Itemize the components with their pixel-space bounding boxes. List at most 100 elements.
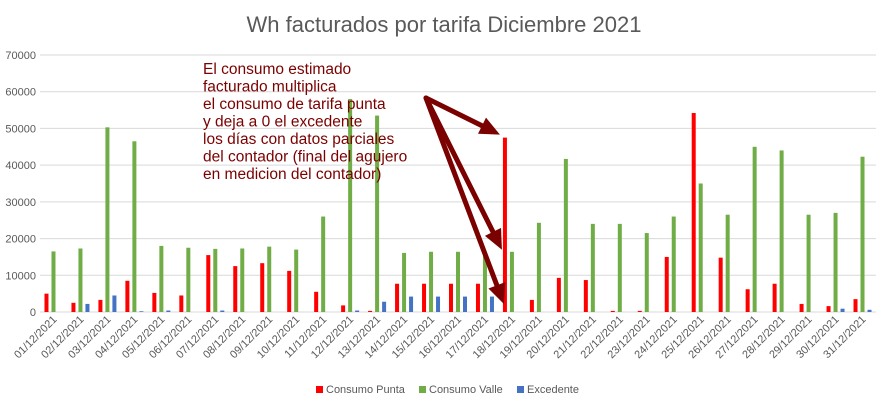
bar-consumo-valle — [590, 223, 595, 312]
bar-consumo-punta — [233, 266, 238, 312]
bar-consumo-punta — [583, 280, 588, 312]
arrow-shaft — [423, 95, 485, 129]
annotation-line: los días con datos parciales — [203, 131, 395, 148]
bar-consumo-valle — [806, 214, 811, 312]
bar-consumo-punta — [260, 263, 265, 312]
bar-consumo-punta — [44, 293, 49, 312]
y-axis-ticks: 0 10000 20000 30000 40000 50000 60000 70000 — [5, 50, 36, 319]
bar-consumo-punta — [529, 299, 534, 312]
legend-swatch — [316, 386, 323, 393]
bar-consumo-punta — [395, 283, 400, 312]
arrow-head — [478, 117, 500, 135]
bar-consumo-valle — [132, 141, 137, 312]
bar-consumo-punta — [610, 310, 615, 312]
bar-consumo-valle — [644, 233, 649, 312]
x-axis-ticks: 01/12/202102/12/202103/12/202104/12/2021… — [12, 314, 868, 361]
bar-excedente — [355, 310, 360, 312]
bar-consumo-punta — [475, 283, 480, 312]
bar-consumo-punta — [772, 283, 777, 312]
arrow-shaft — [423, 95, 496, 235]
y-tick-label: 60000 — [5, 87, 36, 99]
bar-consumo-valle — [617, 223, 622, 312]
legend: Consumo Punta Consumo Valle Excedente — [316, 384, 579, 396]
arrow-head — [488, 282, 506, 304]
bar-consumo-punta — [664, 256, 669, 312]
bar-consumo-valle — [860, 156, 865, 312]
bar-consumo-valle — [456, 251, 460, 312]
bar-consumo-punta — [502, 137, 507, 312]
legend-swatch — [517, 386, 524, 393]
bar-consumo-valle — [779, 150, 784, 312]
legend-label: Consumo Valle — [429, 384, 503, 396]
bar-consumo-valle — [698, 183, 703, 312]
bar-consumo-punta — [125, 280, 130, 312]
bar-consumo-punta — [314, 291, 319, 312]
annotation-line: el consumo de tarifa punta — [203, 96, 386, 113]
bar-excedente — [436, 296, 441, 312]
bar-consumo-valle — [402, 252, 407, 312]
bar-consumo-punta — [799, 303, 804, 312]
bar-consumo-punta — [71, 302, 76, 312]
y-tick-label: 70000 — [5, 50, 36, 62]
bar-consumo-punta — [745, 289, 750, 312]
bar-consumo-valle — [267, 246, 272, 312]
y-tick-label: 30000 — [5, 197, 36, 209]
legend-label: Excedente — [527, 384, 579, 396]
bar-excedente — [489, 296, 494, 312]
bar-excedente — [409, 296, 414, 312]
bar-consumo-valle — [671, 216, 676, 312]
bar-consumo-valle — [213, 248, 218, 312]
bar-consumo-valle — [321, 216, 326, 312]
annotation-line: en medicion del contador) — [203, 166, 381, 183]
annotation-arrows — [423, 95, 506, 304]
bar-consumo-valle — [563, 158, 568, 312]
annotation-text: El consumo estimado facturado multiplica e… — [203, 61, 407, 183]
annotation-line: y deja a 0 el excedente — [203, 114, 362, 131]
chart-title: Wh facturados por tarifa Diciembre 2021 — [247, 12, 642, 37]
annotation: El consumo estimado facturado multiplica e… — [203, 61, 407, 183]
y-tick-label: 50000 — [5, 123, 36, 135]
legend-swatch — [419, 386, 426, 393]
bar-consumo-punta — [287, 270, 292, 312]
bar-consumo-punta — [449, 283, 453, 312]
bar-consumo-punta — [422, 283, 427, 312]
bar-consumo-valle — [752, 146, 757, 312]
bar-consumo-valle — [78, 248, 83, 312]
bar-consumo-valle — [159, 245, 164, 312]
bar-consumo-punta — [98, 299, 103, 312]
bar-consumo-punta — [853, 299, 858, 312]
y-tick-label: 20000 — [5, 234, 36, 246]
y-tick-label: 40000 — [5, 160, 36, 172]
bar-consumo-punta — [152, 292, 157, 312]
bar-consumo-valle — [536, 222, 541, 312]
bar-consumo-punta — [826, 306, 831, 312]
arrow-shaft — [423, 95, 500, 288]
bar-consumo-valle — [105, 127, 110, 312]
bar-excedente — [166, 310, 171, 312]
bar-consumo-valle — [509, 251, 514, 312]
bar-consumo-valle — [240, 248, 245, 312]
bar-excedente — [85, 303, 90, 312]
bar-consumo-punta — [637, 310, 642, 312]
bar-consumo-valle — [186, 247, 191, 312]
bar-consumo-punta — [341, 305, 346, 312]
bar-consumo-punta — [179, 295, 184, 312]
y-tick-label: 10000 — [5, 270, 36, 282]
bar-excedente — [220, 310, 225, 312]
bar-consumo-valle — [429, 251, 434, 312]
bar-consumo-punta — [556, 277, 561, 312]
bar-excedente — [840, 308, 845, 312]
bar-consumo-punta — [368, 310, 373, 312]
bar-excedente — [139, 311, 144, 312]
bar-consumo-punta — [718, 257, 723, 312]
bars — [44, 99, 872, 312]
arrow-head — [484, 227, 502, 250]
bar-consumo-valle — [725, 214, 730, 312]
bar-consumo-punta — [206, 255, 211, 312]
bar-consumo-valle — [482, 251, 487, 312]
annotation-line: facturado multiplica — [203, 79, 337, 96]
bar-excedente — [463, 296, 467, 312]
bar-consumo-valle — [375, 115, 380, 312]
bar-excedente — [112, 295, 117, 312]
